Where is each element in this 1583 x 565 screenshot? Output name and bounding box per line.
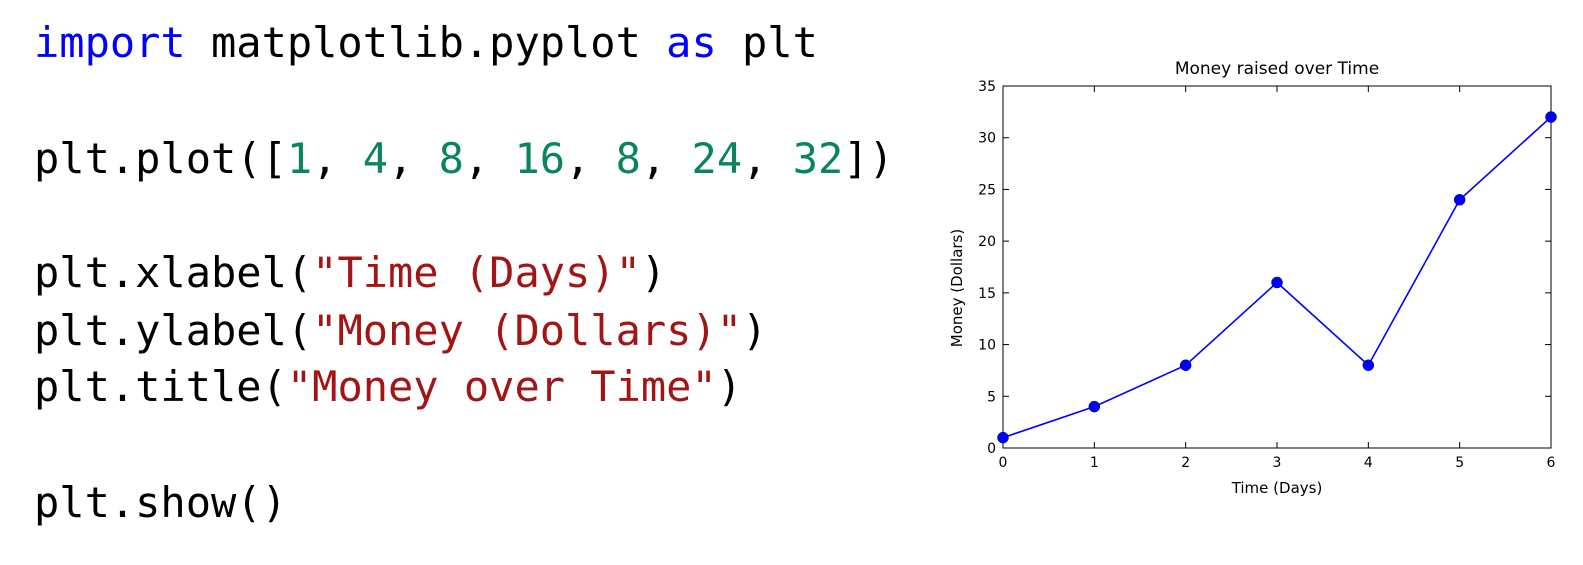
data-point: [1453, 194, 1466, 206]
code-line: plt.ylabel("Money (Dollars)"): [34, 306, 767, 355]
code-line: plt.show(): [34, 478, 287, 527]
code-text: plt.ylabel(: [34, 306, 313, 355]
data-point: [1271, 276, 1283, 289]
code-line: import matplotlib.pyplot as plt: [34, 18, 818, 67]
code-text: matplotlib.pyplot: [185, 18, 667, 67]
y-tick-label: 30: [978, 131, 996, 147]
x-tick-label: 3: [1273, 455, 1282, 471]
code-text: plt.plot([: [34, 134, 287, 183]
x-axis-label: Time (Days): [1231, 479, 1323, 497]
code-text: ): [640, 248, 667, 297]
data-point: [1179, 359, 1192, 372]
data-point: [1545, 111, 1557, 123]
x-tick-label: 6: [1547, 455, 1556, 471]
code-text: ): [716, 362, 743, 411]
string-literal: "Money over Time": [286, 362, 717, 411]
y-tick-label: 5: [987, 389, 996, 405]
plot-frame: [1002, 85, 1552, 449]
y-axis-label: Money (Dollars): [948, 229, 966, 347]
keyword: as: [666, 18, 717, 67]
number-literal: 16: [514, 134, 566, 183]
code-text: plt.show(): [34, 478, 287, 527]
number-literal: 4: [362, 134, 389, 183]
code-text: ): [742, 306, 768, 355]
code-text: plt.xlabel(: [34, 248, 313, 297]
y-tick-label: 0: [987, 441, 996, 457]
number-literal: 8: [615, 134, 641, 183]
number-literal: 24: [691, 134, 743, 183]
number-literal: 32: [792, 134, 844, 183]
number-literal: 1: [286, 134, 313, 183]
y-tick-label: 25: [978, 182, 996, 198]
x-tick-label: 2: [1181, 455, 1190, 471]
x-tick-label: 1: [1090, 455, 1099, 471]
code-line: plt.plot([1, 4, 8, 16, 8, 24, 32]): [34, 134, 894, 183]
code-line: plt.xlabel("Time (Days)"): [34, 248, 666, 297]
data-point: [1362, 359, 1375, 372]
keyword: import: [34, 18, 186, 67]
code-text: ,: [388, 134, 439, 183]
line-chart: Money raised over Time Time (Days) Money…: [948, 59, 1557, 497]
data-point: [997, 431, 1009, 444]
y-tick-label: 20: [978, 234, 996, 250]
code-text: plt.title(: [34, 362, 287, 411]
code-line: plt.title("Money over Time"): [34, 362, 742, 411]
y-tick-label: 15: [978, 286, 996, 302]
code-text: ,: [565, 134, 616, 183]
x-tick-label: 4: [1364, 455, 1373, 471]
data-point: [1088, 400, 1101, 413]
plot-area: 0 1 2 3 4 5 6 0 5 10 15 20 25 30 35: [978, 79, 1557, 471]
code-text: ,: [312, 134, 363, 183]
y-tick-label: 35: [978, 79, 996, 95]
chart-title: Money raised over Time: [1175, 59, 1379, 79]
code-text: plt: [716, 18, 818, 67]
y-tick-label: 10: [978, 338, 996, 354]
x-tick-label: 0: [999, 455, 1008, 471]
code-text: ,: [640, 134, 692, 183]
code-text: ,: [463, 134, 515, 183]
code-text: ]): [843, 134, 894, 183]
x-tick-label: 5: [1455, 455, 1464, 471]
code-text: ,: [742, 134, 793, 183]
number-literal: 8: [438, 134, 464, 183]
string-literal: "Money (Dollars)": [312, 306, 743, 355]
string-literal: "Time (Days)": [312, 248, 641, 297]
